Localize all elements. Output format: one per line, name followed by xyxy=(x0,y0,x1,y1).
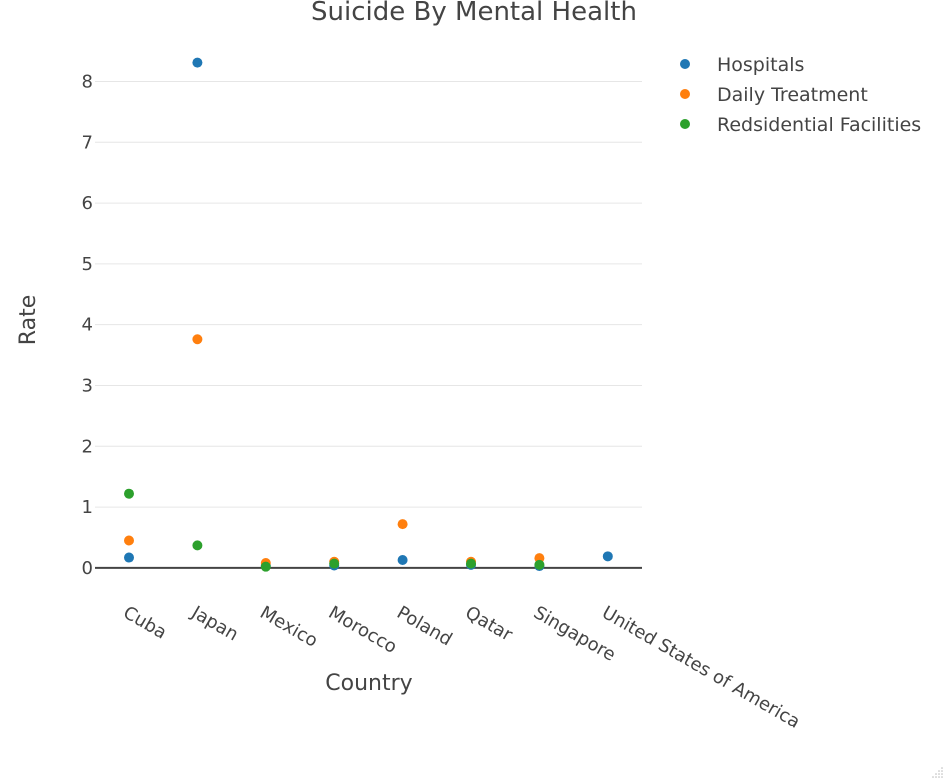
y-tick-labels: 0 1 2 3 4 5 6 7 8 xyxy=(82,71,93,578)
x-tick-label: Japan xyxy=(187,602,242,646)
data-point[interactable] xyxy=(466,558,476,569)
data-point[interactable] xyxy=(124,552,134,563)
data-point[interactable] xyxy=(602,551,613,562)
data-point[interactable] xyxy=(260,561,271,572)
legend-label[interactable]: Hospitals xyxy=(717,54,804,76)
x-tick-label: Morocco xyxy=(325,602,401,658)
data-point[interactable] xyxy=(124,488,134,499)
y-axis-title: Rate xyxy=(16,295,41,345)
y-tick-label: 4 xyxy=(82,315,93,336)
x-tick-label: Poland xyxy=(393,602,456,650)
x-tick-label: Cuba xyxy=(120,602,171,643)
data-point[interactable] xyxy=(192,57,203,68)
y-tick-label: 8 xyxy=(82,71,93,92)
y-tick-label: 7 xyxy=(82,132,93,153)
y-tick-label: 6 xyxy=(82,193,93,214)
y-tick-label: 2 xyxy=(82,436,93,457)
legend-marker[interactable] xyxy=(680,89,690,99)
grid-layer xyxy=(95,80,642,569)
legend: Hospitals Daily Treatment Redsidential Fac… xyxy=(680,54,921,136)
x-tick-label: Mexico xyxy=(256,602,321,652)
data-point[interactable] xyxy=(329,558,340,569)
y-tick-label: 0 xyxy=(82,558,93,579)
resize-handle-icon[interactable] xyxy=(932,766,944,778)
data-point[interactable] xyxy=(124,535,134,546)
y-tick-label: 5 xyxy=(82,254,93,275)
data-point[interactable] xyxy=(397,519,408,530)
data-point[interactable] xyxy=(397,554,408,565)
x-tick-label: United States of America xyxy=(598,602,803,733)
data-point[interactable] xyxy=(192,540,203,551)
x-axis-title: Country xyxy=(325,671,412,696)
legend-marker[interactable] xyxy=(680,59,690,69)
y-tick-label: 1 xyxy=(82,497,93,518)
data-point[interactable] xyxy=(192,334,203,345)
y-tick-label: 3 xyxy=(82,375,93,396)
data-points xyxy=(124,57,613,572)
data-point[interactable] xyxy=(534,559,545,570)
legend-label[interactable]: Redsidential Facilities xyxy=(717,114,921,136)
x-tick-label: Qatar xyxy=(462,602,517,646)
legend-label[interactable]: Daily Treatment xyxy=(717,84,868,106)
chart-title: Suicide By Mental Health xyxy=(311,0,637,27)
legend-marker[interactable] xyxy=(680,119,690,129)
